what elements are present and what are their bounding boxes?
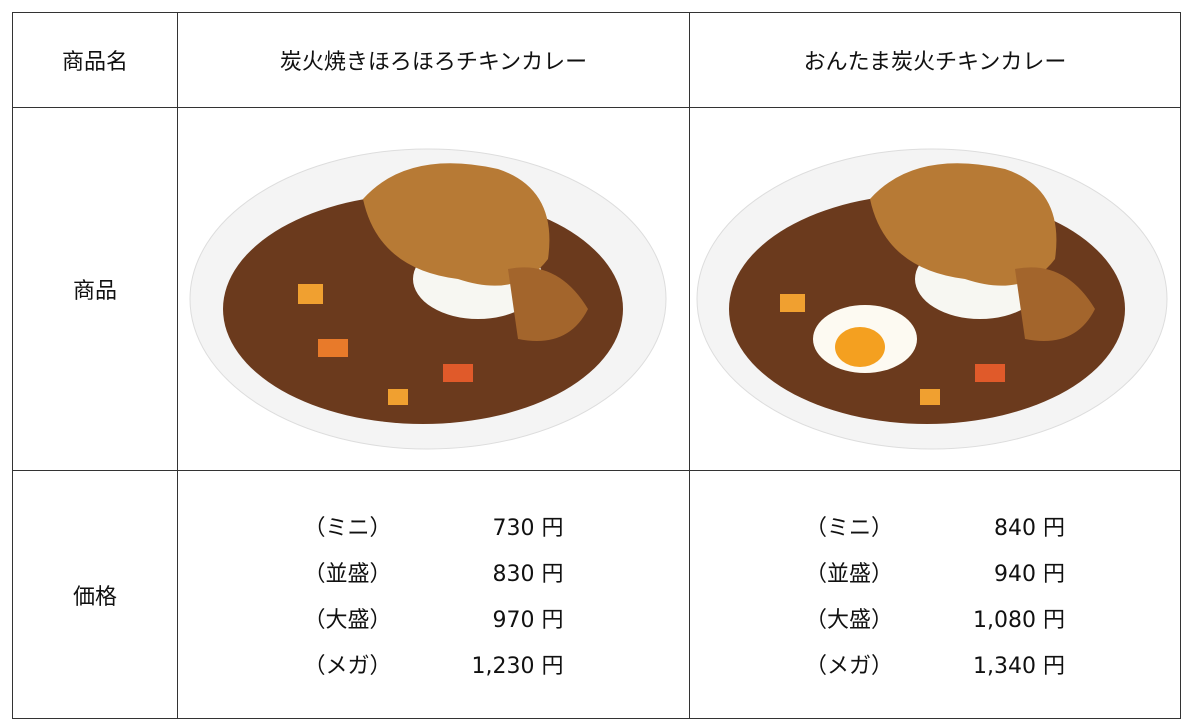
header-row: 商品名 炭火焼きほろほろチキンカレー おんたま炭火チキンカレー [12,12,1181,108]
size-label: （並盛） [303,561,392,587]
price: 970 円 [492,607,564,633]
price-cell: （ミニ） 840 円 （並盛） 940 円 （大盛） 1,080 円 （メガ） 1,340 円 [689,470,1181,719]
price-list: （ミニ） 730 円 （並盛） 830 円 （大盛） 970 円 （メガ） 1,230 円 [178,510,689,680]
price: 1,340 円 [973,653,1065,679]
price: 1,230 円 [471,653,564,679]
curry-image [696,148,1168,449]
price: 940 円 [994,561,1065,587]
price-row: 価格 （ミニ） 730 円 （並盛） 830 円 （大盛） 970 円 （メガ） 1,230 … [12,470,1181,719]
price: 840 円 [994,515,1065,541]
price: 1,080 円 [973,607,1065,633]
price: 730 円 [492,515,564,541]
image-row: 商品 [12,107,1181,471]
row-label: 商品 [12,107,178,471]
size-label: （大盛） [303,607,392,633]
size-label: （メガ） [303,653,392,679]
price: 830 円 [492,561,564,587]
size-label: （大盛） [805,607,894,633]
row-label: 商品名 [12,12,178,108]
image-cell [177,107,690,471]
product-name: 炭火焼きほろほろチキンカレー [177,12,690,108]
price-list: （ミニ） 840 円 （並盛） 940 円 （大盛） 1,080 円 （メガ） 1,340 円 [690,510,1180,680]
curry-image [189,148,667,449]
size-label: （ミニ） [805,515,894,541]
size-label: （ミニ） [303,515,392,541]
price-cell: （ミニ） 730 円 （並盛） 830 円 （大盛） 970 円 （メガ） 1,230 円 [177,470,690,719]
product-name: おんたま炭火チキンカレー [689,12,1181,108]
row-label: 価格 [12,470,178,719]
size-label: （並盛） [805,561,894,587]
image-cell [689,107,1181,471]
size-label: （メガ） [805,653,894,679]
product-table: 商品名 炭火焼きほろほろチキンカレー おんたま炭火チキンカレー 商品 [12,12,1181,719]
